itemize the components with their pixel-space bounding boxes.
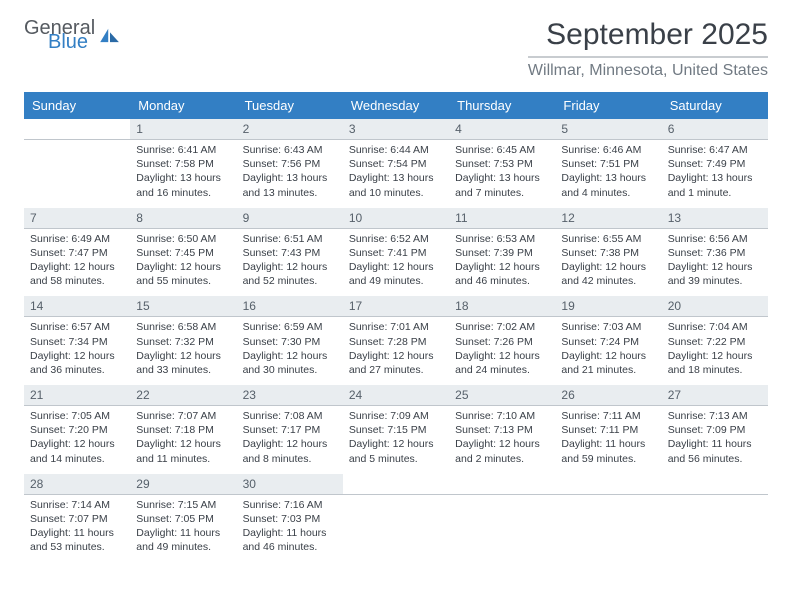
day-number: 29	[130, 474, 236, 494]
month-title: September 2025	[528, 18, 768, 58]
daynum-row: 21222324252627	[24, 385, 768, 406]
day-number: 1	[130, 119, 236, 139]
day-details: Sunrise: 7:09 AMSunset: 7:15 PMDaylight:…	[343, 406, 449, 474]
sail-icon	[99, 27, 121, 43]
weekday-label: Sunday	[24, 92, 130, 119]
day-number: 20	[662, 296, 768, 316]
day-details: Sunrise: 7:05 AMSunset: 7:20 PMDaylight:…	[24, 406, 130, 474]
day-number: 23	[237, 385, 343, 405]
day-number: 19	[555, 296, 661, 316]
day-details: Sunrise: 6:51 AMSunset: 7:43 PMDaylight:…	[237, 229, 343, 297]
day-details	[343, 495, 449, 563]
details-row: Sunrise: 6:57 AMSunset: 7:34 PMDaylight:…	[24, 317, 768, 385]
weekday-label: Wednesday	[343, 92, 449, 119]
day-number: 8	[130, 208, 236, 228]
day-details: Sunrise: 6:47 AMSunset: 7:49 PMDaylight:…	[662, 140, 768, 208]
day-details	[24, 140, 130, 208]
day-details: Sunrise: 7:07 AMSunset: 7:18 PMDaylight:…	[130, 406, 236, 474]
day-details: Sunrise: 6:56 AMSunset: 7:36 PMDaylight:…	[662, 229, 768, 297]
day-number: 24	[343, 385, 449, 405]
day-details: Sunrise: 6:57 AMSunset: 7:34 PMDaylight:…	[24, 317, 130, 385]
day-details: Sunrise: 6:58 AMSunset: 7:32 PMDaylight:…	[130, 317, 236, 385]
weekday-header: Sunday Monday Tuesday Wednesday Thursday…	[24, 92, 768, 119]
day-details: Sunrise: 6:55 AMSunset: 7:38 PMDaylight:…	[555, 229, 661, 297]
daynum-row: 282930	[24, 474, 768, 495]
day-number: 18	[449, 296, 555, 316]
day-details	[662, 495, 768, 563]
day-details: Sunrise: 7:15 AMSunset: 7:05 PMDaylight:…	[130, 495, 236, 563]
logo-word2: Blue	[48, 32, 95, 52]
day-number: 22	[130, 385, 236, 405]
day-details: Sunrise: 6:53 AMSunset: 7:39 PMDaylight:…	[449, 229, 555, 297]
day-details: Sunrise: 6:49 AMSunset: 7:47 PMDaylight:…	[24, 229, 130, 297]
day-details: Sunrise: 7:14 AMSunset: 7:07 PMDaylight:…	[24, 495, 130, 563]
day-number: 13	[662, 208, 768, 228]
day-number	[24, 119, 130, 139]
day-details: Sunrise: 6:45 AMSunset: 7:53 PMDaylight:…	[449, 140, 555, 208]
title-block: September 2025 Willmar, Minnesota, Unite…	[528, 18, 768, 80]
header: General Blue September 2025 Willmar, Min…	[24, 18, 768, 80]
weekday-label: Tuesday	[237, 92, 343, 119]
day-details: Sunrise: 7:03 AMSunset: 7:24 PMDaylight:…	[555, 317, 661, 385]
day-details: Sunrise: 6:43 AMSunset: 7:56 PMDaylight:…	[237, 140, 343, 208]
day-number: 6	[662, 119, 768, 139]
day-details: Sunrise: 6:44 AMSunset: 7:54 PMDaylight:…	[343, 140, 449, 208]
day-number: 30	[237, 474, 343, 494]
day-details: Sunrise: 6:41 AMSunset: 7:58 PMDaylight:…	[130, 140, 236, 208]
day-details: Sunrise: 7:04 AMSunset: 7:22 PMDaylight:…	[662, 317, 768, 385]
day-number	[449, 474, 555, 494]
weekday-label: Monday	[130, 92, 236, 119]
logo-text: General Blue	[24, 18, 95, 52]
day-number: 21	[24, 385, 130, 405]
day-details: Sunrise: 7:11 AMSunset: 7:11 PMDaylight:…	[555, 406, 661, 474]
day-number	[555, 474, 661, 494]
day-number: 5	[555, 119, 661, 139]
day-number: 11	[449, 208, 555, 228]
day-number	[662, 474, 768, 494]
day-details: Sunrise: 7:01 AMSunset: 7:28 PMDaylight:…	[343, 317, 449, 385]
day-details: Sunrise: 6:50 AMSunset: 7:45 PMDaylight:…	[130, 229, 236, 297]
day-number: 17	[343, 296, 449, 316]
day-details	[555, 495, 661, 563]
day-details: Sunrise: 6:52 AMSunset: 7:41 PMDaylight:…	[343, 229, 449, 297]
day-number: 26	[555, 385, 661, 405]
day-details: Sunrise: 7:08 AMSunset: 7:17 PMDaylight:…	[237, 406, 343, 474]
day-number: 27	[662, 385, 768, 405]
location: Willmar, Minnesota, United States	[528, 62, 768, 80]
day-number: 4	[449, 119, 555, 139]
day-number: 15	[130, 296, 236, 316]
day-details: Sunrise: 7:02 AMSunset: 7:26 PMDaylight:…	[449, 317, 555, 385]
details-row: Sunrise: 7:14 AMSunset: 7:07 PMDaylight:…	[24, 495, 768, 563]
day-details: Sunrise: 7:10 AMSunset: 7:13 PMDaylight:…	[449, 406, 555, 474]
calendar-body: 123456Sunrise: 6:41 AMSunset: 7:58 PMDay…	[24, 119, 768, 562]
day-number: 2	[237, 119, 343, 139]
day-number: 7	[24, 208, 130, 228]
details-row: Sunrise: 6:41 AMSunset: 7:58 PMDaylight:…	[24, 140, 768, 208]
day-details: Sunrise: 6:59 AMSunset: 7:30 PMDaylight:…	[237, 317, 343, 385]
day-details: Sunrise: 6:46 AMSunset: 7:51 PMDaylight:…	[555, 140, 661, 208]
details-row: Sunrise: 7:05 AMSunset: 7:20 PMDaylight:…	[24, 406, 768, 474]
logo: General Blue	[24, 18, 121, 52]
day-details	[449, 495, 555, 563]
details-row: Sunrise: 6:49 AMSunset: 7:47 PMDaylight:…	[24, 229, 768, 297]
day-number: 9	[237, 208, 343, 228]
day-number: 16	[237, 296, 343, 316]
weekday-label: Thursday	[449, 92, 555, 119]
weekday-label: Saturday	[662, 92, 768, 119]
day-number: 28	[24, 474, 130, 494]
daynum-row: 78910111213	[24, 208, 768, 229]
day-number: 12	[555, 208, 661, 228]
day-number: 3	[343, 119, 449, 139]
day-details: Sunrise: 7:16 AMSunset: 7:03 PMDaylight:…	[237, 495, 343, 563]
daynum-row: 123456	[24, 119, 768, 140]
day-number: 10	[343, 208, 449, 228]
day-number	[343, 474, 449, 494]
day-details: Sunrise: 7:13 AMSunset: 7:09 PMDaylight:…	[662, 406, 768, 474]
day-number: 14	[24, 296, 130, 316]
weekday-label: Friday	[555, 92, 661, 119]
day-number: 25	[449, 385, 555, 405]
daynum-row: 14151617181920	[24, 296, 768, 317]
